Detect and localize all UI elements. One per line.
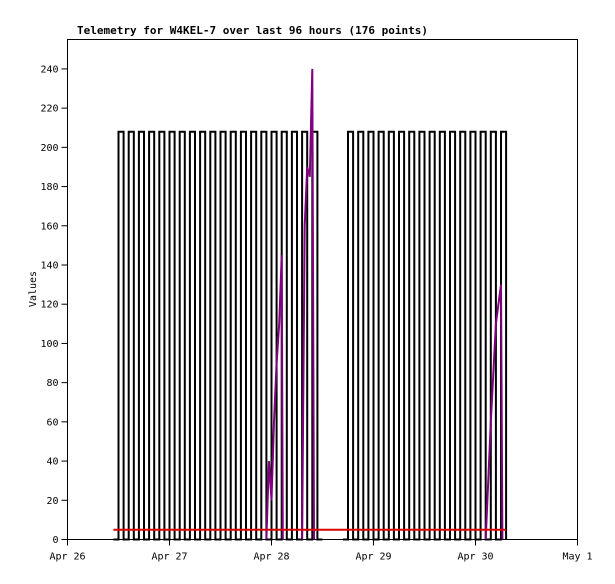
x-tick-label: Apr 26 — [49, 552, 85, 563]
y-tick-label: 0 — [52, 535, 58, 546]
y-tick-label: 140 — [40, 260, 58, 271]
x-tick-label: Apr 27 — [151, 552, 187, 563]
y-tick-label: 60 — [46, 417, 58, 428]
y-tick-label: 240 — [40, 64, 58, 75]
x-tick-label: Apr 29 — [355, 552, 391, 563]
series-line-0 — [113, 130, 508, 541]
y-tick-label: 20 — [46, 496, 58, 507]
plot-frame — [67, 39, 578, 540]
series-line-1 — [265, 68, 504, 540]
y-tick-label: 120 — [40, 300, 58, 311]
series-layer — [113, 68, 508, 541]
y-tick-label: 40 — [46, 457, 58, 468]
y-tick-label: 160 — [40, 221, 58, 232]
x-tick-label: Apr 30 — [457, 552, 493, 563]
y-tick-label: 100 — [40, 339, 58, 350]
x-tick-label: Apr 28 — [253, 552, 289, 563]
y-tick-label: 220 — [40, 104, 58, 115]
y-tick-label: 180 — [40, 182, 58, 193]
y-tick-label: 200 — [40, 143, 58, 154]
axes: 0 20 40 60 80 100 120 140 160 180 200 220 240 Apr 26 A… — [40, 64, 592, 562]
x-tick-label: May 1 — [562, 552, 592, 563]
y-axis-label: Values — [28, 271, 39, 307]
chart-title: Telemetry for W4KEL-7 over last 96 hours… — [77, 24, 428, 37]
y-tick-label: 80 — [46, 378, 58, 389]
